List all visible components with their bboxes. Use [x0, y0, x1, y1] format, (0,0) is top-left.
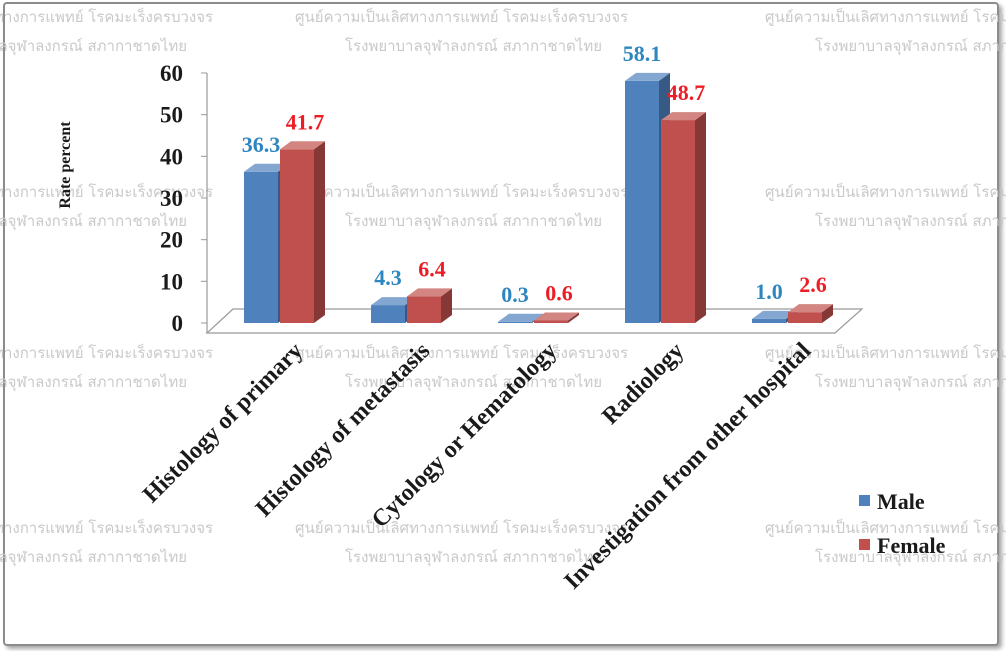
female-bar-side — [568, 312, 579, 323]
watermark-text: ศูนย์ความเป็นเลิศทางการแพทย์ โรคมะเร็งคร… — [295, 518, 628, 537]
y-tick-label: 40 — [160, 144, 183, 169]
watermark-text: ศูนย์ความเป็นเลิศทางการแพทย์ โรคมะเร็งคร… — [295, 343, 628, 362]
legend-swatch — [859, 539, 870, 550]
female-bar-top — [534, 312, 579, 321]
male-bar-top — [625, 72, 670, 81]
watermark-text: โรงพยาบาลจุฬาลงกรณ์ สภากาชาดไทย — [345, 373, 602, 392]
y-tick-label: 30 — [160, 186, 183, 211]
legend-entry: Female — [877, 533, 946, 558]
female-bar — [407, 296, 441, 323]
data-label: 58.1 — [623, 41, 662, 66]
watermark-text: โรงพยาบาลจุฬาลงกรณ์ สภากาชาดไทย — [0, 37, 187, 56]
male-bar — [371, 305, 405, 323]
female-bar-top — [407, 288, 452, 297]
data-label: 36.3 — [242, 132, 281, 157]
watermark-text: ศูนย์ความเป็นเลิศทางการแพทย์ โรคมะเร็งคร… — [765, 343, 1006, 362]
legend: Male Female — [859, 489, 946, 558]
data-label: 48.7 — [667, 80, 706, 105]
y-tick-label: 10 — [160, 269, 183, 294]
watermark-text: โรงพยาบาลจุฬาลงกรณ์ สภากาชาดไทย — [0, 373, 187, 392]
female-bar-side — [695, 112, 706, 323]
female-bar-top — [661, 112, 706, 121]
watermark-text: โรงพยาบาลจุฬาลงกรณ์ สภากาชาดไทย — [345, 37, 602, 56]
watermark-text: โรงพยาบาลจุฬาลงกรณ์ สภากาชาดไทย — [815, 212, 1006, 231]
watermark-text: โรงพยาบาลจุฬาลงกรณ์ สภากาชาดไทย — [815, 548, 1006, 567]
male-bar-top — [752, 310, 797, 319]
watermark-text: ศูนย์ความเป็นเลิศทางการแพทย์ โรคมะเร็งคร… — [295, 7, 628, 26]
male-bar — [244, 171, 278, 323]
watermark-text: ศูนย์ความเป็นเลิศทางการแพทย์ โรคมะเร็งคร… — [0, 182, 213, 201]
legend-entry: Male — [877, 489, 925, 514]
y-tick-label: 0 — [172, 311, 184, 336]
watermark-layer: ศูนย์ความเป็นเลิศทางการแพทย์ โรคมะเร็งคร… — [0, 7, 1006, 567]
data-label: 2.6 — [799, 272, 827, 297]
male-bar — [625, 80, 659, 324]
female-bar-top — [280, 141, 325, 150]
female-bar-side — [314, 141, 325, 323]
female-bar — [788, 312, 822, 323]
female-bar-side — [441, 288, 452, 323]
watermark-text: ศูนย์ความเป็นเลิศทางการแพทย์ โรคมะเร็งคร… — [295, 182, 628, 201]
watermark-text: โรงพยาบาลจุฬาลงกรณ์ สภากาชาดไทย — [815, 37, 1006, 56]
female-bar-top — [788, 304, 833, 313]
data-label: 6.4 — [418, 256, 446, 281]
watermark-text: ศูนย์ความเป็นเลิศทางการแพทย์ โรคมะเร็งคร… — [0, 7, 213, 26]
watermark-text: โรงพยาบาลจุฬาลงกรณ์ สภากาชาดไทย — [345, 548, 602, 567]
bars-layer — [244, 72, 833, 324]
y-tick-label: 20 — [160, 228, 183, 253]
data-label: 0.3 — [501, 282, 529, 307]
male-bar-top — [371, 297, 416, 306]
female-bar — [280, 149, 314, 323]
data-label: 0.6 — [545, 281, 573, 306]
watermark-text: ศูนย์ความเป็นเลิศทางการแพทย์ โรคมะเร็งคร… — [765, 7, 1006, 26]
male-bar-top — [498, 313, 543, 322]
male-bar — [498, 321, 532, 323]
legend-swatch — [859, 495, 870, 506]
y-tick-label: 50 — [160, 103, 183, 128]
watermark-text: ศูนย์ความเป็นเลิศทางการแพทย์ โรคมะเร็งคร… — [0, 343, 213, 362]
watermark-text: ศูนย์ความเป็นเลิศทางการแพทย์ โรคมะเร็งคร… — [0, 518, 213, 537]
y-axis-label: Rate percent — [57, 121, 74, 209]
data-label: 1.0 — [755, 279, 783, 304]
y-tick-label: 60 — [160, 61, 183, 86]
watermark-text: โรงพยาบาลจุฬาลงกรณ์ สภากาชาดไทย — [815, 373, 1006, 392]
female-bar-side — [822, 304, 833, 323]
data-label: 4.3 — [374, 265, 402, 290]
male-bar — [752, 318, 786, 323]
watermark-text: โรงพยาบาลจุฬาลงกรณ์ สภากาชาดไทย — [345, 212, 602, 231]
data-label: 41.7 — [286, 109, 325, 134]
watermark-text: ศูนย์ความเป็นเลิศทางการแพทย์ โรคมะเร็งคร… — [765, 518, 1006, 537]
watermark-text: ศูนย์ความเป็นเลิศทางการแพทย์ โรคมะเร็งคร… — [765, 182, 1006, 201]
female-bar — [661, 120, 695, 323]
watermark-text: โรงพยาบาลจุฬาลงกรณ์ สภากาชาดไทย — [0, 548, 187, 567]
male-bar-top — [244, 163, 289, 172]
y-axis: 0 10 20 30 40 50 60 — [160, 61, 208, 336]
female-bar — [534, 320, 568, 323]
watermark-text: โรงพยาบาลจุฬาลงกรณ์ สภากาชาดไทย — [0, 212, 187, 231]
